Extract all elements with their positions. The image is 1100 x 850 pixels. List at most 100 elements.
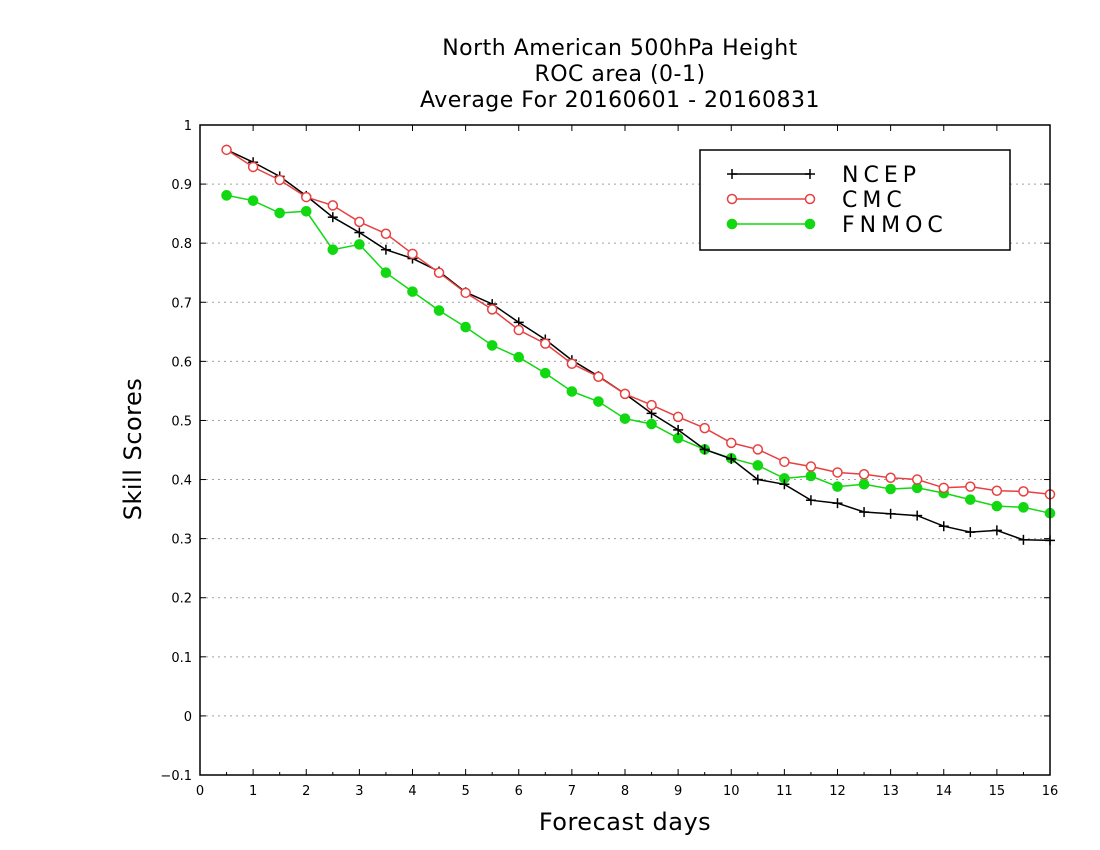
y-tick-label: 0.1 xyxy=(171,651,192,666)
data-point-cmc xyxy=(885,472,896,484)
data-point-ncep xyxy=(354,227,365,238)
data-point-cmc xyxy=(407,248,418,260)
x-tick-label: 15 xyxy=(989,784,1006,799)
data-point-ncep xyxy=(859,507,870,518)
data-point-cmc xyxy=(672,411,684,423)
data-point-fnmoc xyxy=(300,205,312,217)
y-tick-label: 0.9 xyxy=(171,178,192,193)
y-tick-label: 1 xyxy=(184,119,192,134)
grid xyxy=(200,183,1050,717)
x-tick-label: 16 xyxy=(1042,784,1059,799)
chart-title-line-2: ROC area (0-1) xyxy=(534,62,706,87)
legend-label: FNMOC xyxy=(842,213,948,238)
legend-box xyxy=(699,149,1011,251)
data-point-ncep xyxy=(1018,534,1029,545)
data-point-cmc xyxy=(1018,486,1029,497)
series-cmc xyxy=(221,144,1056,500)
data-point-cmc xyxy=(646,399,657,411)
y-tick-label: −0.1 xyxy=(160,769,192,784)
data-point-cmc xyxy=(301,191,312,203)
data-point-cmc xyxy=(460,287,471,299)
axis-ticks: −0.100.10.20.30.40.50.60.70.80.910 1 2 3 4 5 6… xyxy=(160,119,1058,799)
data-point-cmc xyxy=(858,468,870,480)
x-tick-label: 1 xyxy=(249,784,257,799)
legend-marker xyxy=(805,169,815,179)
data-point-cmc xyxy=(752,444,764,455)
data-point-cmc xyxy=(513,324,524,336)
y-tick-label: 0.2 xyxy=(171,592,192,607)
data-point-fnmoc xyxy=(752,460,764,471)
x-tick-label: 7 xyxy=(568,784,576,799)
data-point-fnmoc xyxy=(965,494,976,505)
data-point-fnmoc xyxy=(274,207,285,219)
data-point-fnmoc xyxy=(593,396,604,407)
data-point-fnmoc xyxy=(460,321,471,333)
chart-title-line-1: North American 500hPa Height xyxy=(442,36,798,61)
data-point-cmc xyxy=(991,485,1003,497)
data-point-fnmoc xyxy=(805,470,817,482)
legend-marker xyxy=(727,169,737,179)
x-tick-label: 2 xyxy=(302,784,310,799)
data-point-ncep xyxy=(832,498,843,509)
data-point-cmc xyxy=(619,388,631,400)
data-point-cmc xyxy=(327,200,339,211)
x-tick-label: 8 xyxy=(621,784,629,799)
data-point-cmc xyxy=(593,371,604,382)
data-point-fnmoc xyxy=(540,367,551,379)
data-point-ncep xyxy=(327,212,338,223)
data-point-ncep xyxy=(885,508,896,519)
legend-marker xyxy=(804,218,816,230)
data-point-cmc xyxy=(247,161,259,173)
data-point-fnmoc xyxy=(885,483,896,495)
data-point-fnmoc xyxy=(354,239,365,250)
data-point-fnmoc xyxy=(247,195,259,206)
chart-title-line-3: Average For 20160601 - 20160831 xyxy=(419,88,821,113)
data-point-cmc xyxy=(221,144,232,156)
data-point-cmc xyxy=(911,474,923,485)
legend-item-ncep: NCEP xyxy=(727,163,921,188)
data-point-cmc xyxy=(486,304,498,315)
x-tick-label: 0 xyxy=(196,784,204,799)
legend-label: CMC xyxy=(842,188,907,213)
x-tick-label: 10 xyxy=(723,784,740,799)
data-point-ncep xyxy=(699,444,710,455)
data-point-ncep xyxy=(912,510,923,521)
data-point-cmc xyxy=(540,338,551,349)
x-tick-label: 6 xyxy=(515,784,523,799)
data-point-fnmoc xyxy=(619,413,631,424)
legend-marker xyxy=(726,218,738,230)
data-point-cmc xyxy=(274,174,285,186)
data-point-ncep xyxy=(805,495,816,506)
data-point-cmc xyxy=(779,456,790,468)
data-point-cmc xyxy=(938,482,949,494)
legend-item-cmc: CMC xyxy=(726,188,907,213)
x-tick-label: 12 xyxy=(829,784,846,799)
data-point-cmc xyxy=(805,461,817,472)
data-point-cmc xyxy=(832,467,843,478)
data-point-ncep xyxy=(673,424,684,435)
legend-label: NCEP xyxy=(842,163,921,188)
y-tick-label: 0.3 xyxy=(171,533,192,548)
data-point-fnmoc xyxy=(646,418,657,430)
y-tick-label: 0.4 xyxy=(171,474,192,489)
y-axis-label: Skill Scores xyxy=(119,377,147,521)
data-point-fnmoc xyxy=(221,190,232,201)
y-tick-label: 0 xyxy=(184,710,192,725)
x-tick-label: 4 xyxy=(408,784,416,799)
legend-item-fnmoc: FNMOC xyxy=(726,213,948,238)
data-point-fnmoc xyxy=(407,286,418,297)
legend-marker xyxy=(726,193,738,205)
x-tick-label: 13 xyxy=(882,784,899,799)
data-point-fnmoc xyxy=(380,267,392,279)
data-point-fnmoc xyxy=(513,351,525,363)
x-tick-label: 9 xyxy=(674,784,682,799)
data-point-cmc xyxy=(433,267,445,278)
y-tick-label: 0.8 xyxy=(171,237,192,252)
x-tick-label: 3 xyxy=(355,784,363,799)
data-point-cmc xyxy=(699,422,710,434)
data-point-cmc xyxy=(726,437,737,449)
data-point-ncep xyxy=(380,244,391,255)
data-point-fnmoc xyxy=(858,478,870,490)
